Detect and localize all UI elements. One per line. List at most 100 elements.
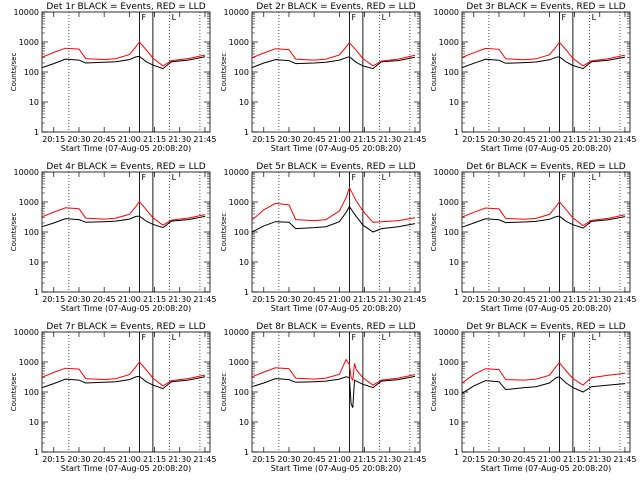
x-axis-label: Start Time (07-Aug-05 20:08:20)	[61, 144, 192, 153]
y-tick-label: 10000	[224, 328, 249, 337]
x-tick-label: 20:30	[487, 135, 510, 144]
x-tick-label: 21:30	[588, 135, 611, 144]
y-tick-label: 100	[444, 228, 459, 237]
y-tick-label: 100	[24, 68, 39, 77]
y-tick-label: 10000	[434, 328, 459, 337]
y-tick-label: 1	[34, 128, 39, 137]
x-tick-label: 20:15	[462, 135, 485, 144]
y-tick-label: 10000	[434, 168, 459, 177]
marker-label-l: L	[382, 333, 387, 342]
x-tick-label: 20:45	[303, 135, 326, 144]
marker-label-f: F	[141, 173, 146, 182]
y-tick-label: 100	[24, 388, 39, 397]
x-tick-label: 21:30	[168, 135, 191, 144]
x-axis-label: Start Time (07-Aug-05 20:08:20)	[271, 144, 402, 153]
y-tick-label: 1	[454, 448, 459, 457]
y-tick-label: 10	[449, 98, 459, 107]
panel-det-8r: Det 8r BLACK = Events, RED = LLD 1 10 100 10…	[220, 322, 426, 473]
x-tick-label: 21:00	[118, 455, 141, 464]
x-axis-label: Start Time (07-Aug-05 20:08:20)	[481, 464, 612, 473]
x-axis-label: Start Time (07-Aug-05 20:08:20)	[271, 464, 402, 473]
x-tick-label: 21:00	[328, 135, 351, 144]
series-line-events	[251, 375, 416, 408]
x-tick-label: 20:15	[42, 455, 65, 464]
panel-det-6r: Det 6r BLACK = Events, RED = LLD 1 10 100 10…	[430, 162, 636, 313]
series-line-lld	[251, 358, 416, 386]
x-tick-label: 21:30	[378, 455, 401, 464]
x-tick-label: 21:15	[563, 295, 586, 304]
x-axis-label: Start Time (07-Aug-05 20:08:20)	[271, 304, 402, 313]
plot-frame	[461, 11, 631, 133]
x-tick-label: 21:15	[143, 295, 166, 304]
y-tick-label: 1	[244, 288, 249, 297]
marker-label-l: L	[172, 173, 177, 182]
panel-title: Det 8r BLACK = Events, RED = LLD	[256, 322, 415, 332]
series-line-lld	[461, 41, 626, 67]
plot-frame	[251, 171, 421, 293]
y-tick-label: 1	[244, 448, 249, 457]
y-tick-label: 100	[444, 388, 459, 397]
panel-title: Det 5r BLACK = Events, RED = LLD	[256, 162, 415, 172]
x-tick-label: 20:45	[93, 135, 116, 144]
y-axis-label: Counts/sec	[10, 373, 18, 412]
series-line-lld	[41, 41, 206, 67]
series-line-events	[461, 215, 626, 229]
x-tick-label: 21:15	[353, 455, 376, 464]
x-tick-label: 20:15	[462, 455, 485, 464]
y-tick-label: 1000	[439, 38, 459, 47]
plot-frame	[41, 11, 211, 133]
y-tick-label: 100	[234, 388, 249, 397]
marker-label-l: L	[172, 13, 177, 22]
plot-frame	[41, 171, 211, 293]
x-tick-label: 21:15	[143, 135, 166, 144]
x-tick-label: 21:45	[613, 455, 636, 464]
panel-title: Det 7r BLACK = Events, RED = LLD	[46, 322, 205, 332]
x-tick-label: 21:15	[353, 135, 376, 144]
y-tick-label: 1	[454, 288, 459, 297]
x-tick-label: 20:30	[67, 295, 90, 304]
x-tick-label: 20:30	[67, 135, 90, 144]
y-tick-label: 10000	[434, 8, 459, 17]
y-axis-label: Counts/sec	[430, 53, 438, 92]
series-line-lld	[41, 361, 206, 387]
plot-frame	[251, 331, 421, 453]
y-axis-label: Counts/sec	[10, 213, 18, 252]
x-tick-label: 20:30	[487, 295, 510, 304]
panel-title: Det 4r BLACK = Events, RED = LLD	[46, 162, 205, 172]
x-tick-label: 20:45	[93, 295, 116, 304]
panel-det-2r: Det 2r BLACK = Events, RED = LLD 1 10 100 10…	[220, 2, 426, 153]
x-tick-label: 21:00	[118, 295, 141, 304]
x-tick-label: 20:15	[252, 295, 275, 304]
series-line-events	[461, 376, 626, 394]
series-line-lld	[251, 186, 416, 223]
series-line-events	[41, 375, 206, 390]
y-axis-label: Counts/sec	[430, 213, 438, 252]
x-tick-label: 21:15	[143, 455, 166, 464]
marker-label-l: L	[172, 333, 177, 342]
series-line-events	[461, 56, 626, 70]
y-tick-label: 1000	[439, 198, 459, 207]
x-tick-label: 21:00	[538, 135, 561, 144]
y-tick-label: 1	[34, 448, 39, 457]
y-tick-label: 1000	[229, 358, 249, 367]
x-tick-label: 21:30	[378, 295, 401, 304]
x-tick-label: 20:30	[277, 295, 300, 304]
x-tick-label: 21:45	[193, 135, 216, 144]
panel-title: Det 1r BLACK = Events, RED = LLD	[46, 2, 205, 12]
marker-label-l: L	[592, 13, 597, 22]
y-tick-label: 10000	[14, 168, 39, 177]
x-tick-label: 21:45	[613, 135, 636, 144]
y-tick-label: 10	[29, 418, 39, 427]
x-tick-label: 21:00	[118, 135, 141, 144]
x-tick-label: 21:45	[193, 295, 216, 304]
x-tick-label: 20:45	[513, 135, 536, 144]
y-tick-label: 10	[449, 258, 459, 267]
x-tick-label: 20:15	[42, 295, 65, 304]
marker-label-f: F	[141, 333, 146, 342]
marker-label-l: L	[382, 13, 387, 22]
x-tick-label: 20:30	[487, 455, 510, 464]
panel-det-7r: Det 7r BLACK = Events, RED = LLD 1 10 100 10…	[10, 322, 216, 473]
marker-label-f: F	[561, 333, 566, 342]
x-tick-label: 21:30	[378, 135, 401, 144]
